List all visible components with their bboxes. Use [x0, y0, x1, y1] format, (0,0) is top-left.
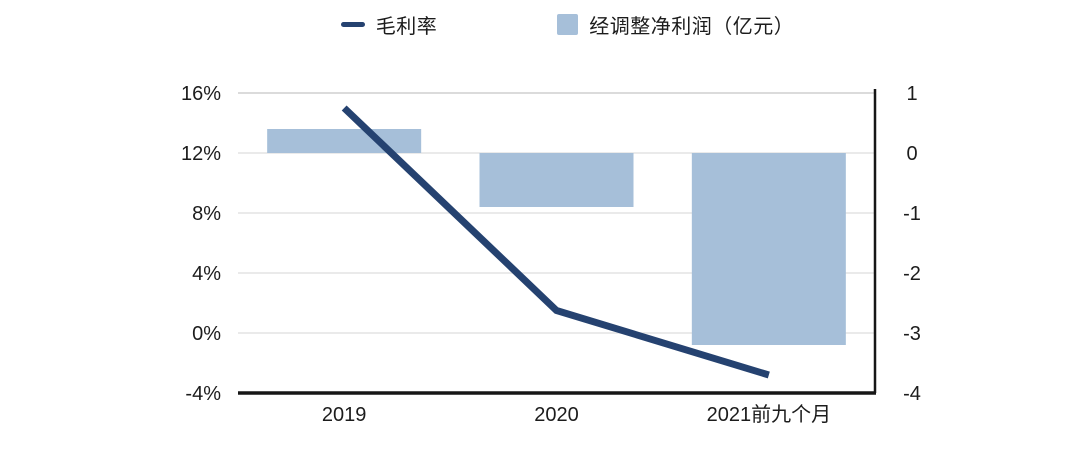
bar-2021前九个月 [691, 153, 846, 345]
right-axis-tick-label: 1 [906, 83, 917, 105]
gross-margin-line [341, 105, 770, 379]
legend-item-gross-margin: 毛利率 [340, 10, 438, 39]
legend-label-adjusted-net-profit: 经调整净利润（亿元） [589, 16, 795, 38]
right-axis-tick-label: -3 [903, 323, 921, 345]
legend-label-gross-margin: 毛利率 [375, 16, 438, 38]
bar-2020 [479, 153, 634, 207]
x-axis-category-label: 2020 [534, 404, 579, 426]
right-axis-tick-label: -4 [903, 383, 921, 405]
legend-item-adjusted-net-profit: 经调整净利润（亿元） [557, 10, 794, 39]
right-axis-tick-label: 0 [906, 143, 917, 165]
left-axis-tick-label: 16% [181, 83, 221, 105]
bar-series-marker-icon [557, 14, 579, 35]
left-axis-tick-label: 0% [192, 323, 221, 345]
bar-2019 [267, 129, 422, 153]
right-axis-tick-label: -2 [903, 263, 921, 285]
left-axis-tick-label: 8% [192, 203, 221, 225]
left-axis-tick-label: 4% [192, 263, 221, 285]
x-axis-category-label: 2019 [322, 404, 367, 426]
chart-legend: 毛利率 经调整净利润（亿元） [0, 10, 1080, 39]
left-axis-tick-label: 12% [181, 143, 221, 165]
x-axis-category-label: 2021前九个月 [707, 403, 832, 426]
right-axis-tick-label: -1 [903, 203, 921, 225]
line-series-marker-icon [340, 22, 365, 27]
left-axis-tick-label: -4% [185, 383, 221, 405]
